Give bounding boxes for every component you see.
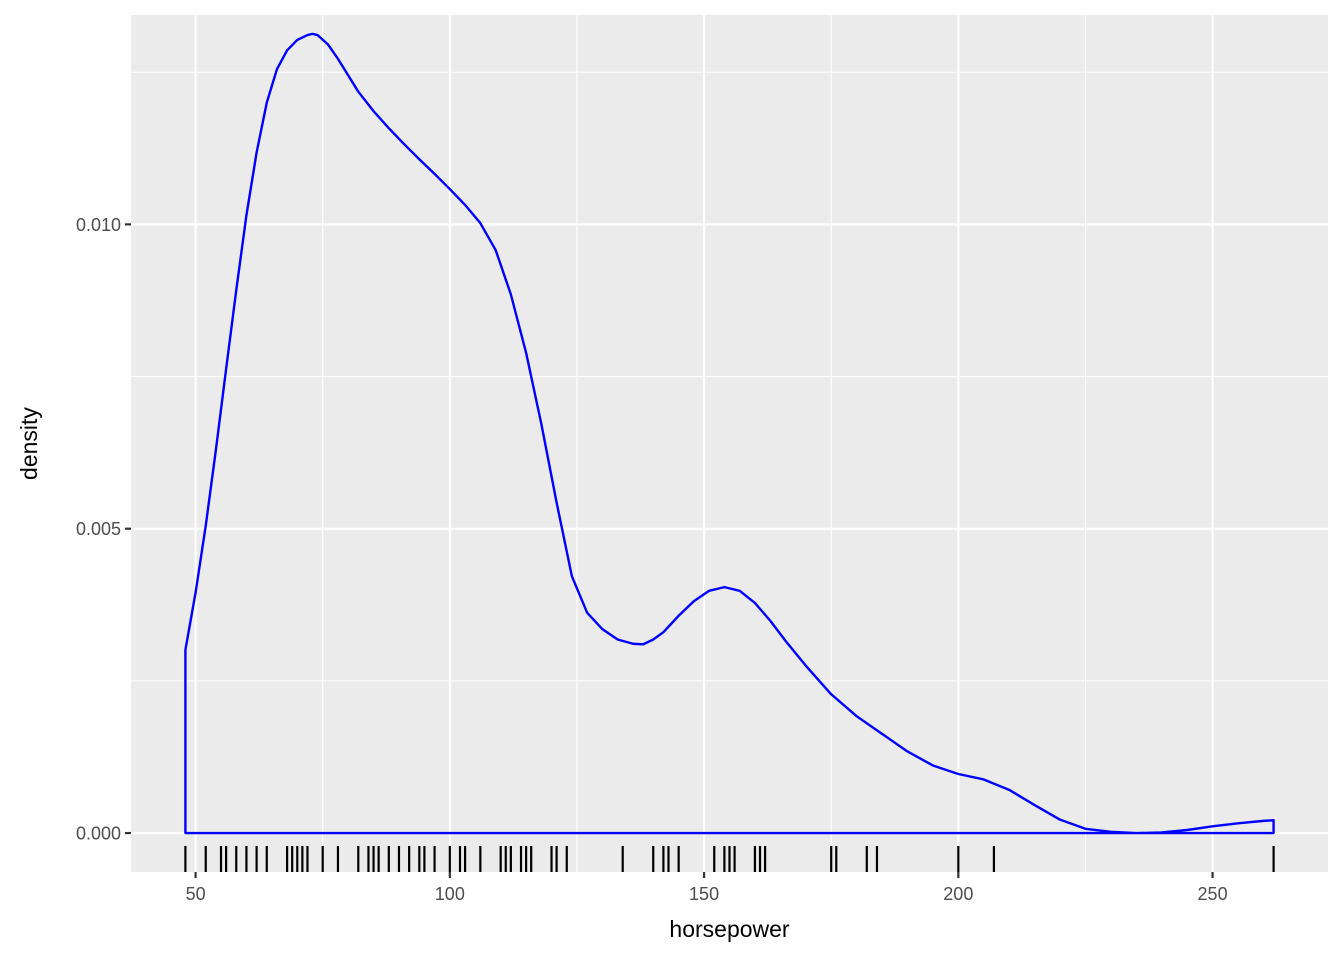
x-tick-label-0: 50 [186, 884, 206, 904]
x-axis-title: horsepower [669, 916, 790, 942]
density-line [184, 32, 1275, 835]
y-tick-label-2: 0.010 [76, 215, 121, 235]
y-tick-label-0: 0.000 [76, 824, 121, 844]
x-tick-label-4: 250 [1198, 884, 1228, 904]
x-tick-label-1: 100 [435, 884, 465, 904]
plot-panel [131, 15, 1328, 872]
y-axis-title: density [16, 407, 42, 480]
rug-marks [184, 846, 1275, 872]
x-tick-label-3: 200 [943, 884, 973, 904]
y-tick-label-1: 0.005 [76, 519, 121, 539]
x-tick-label-2: 150 [689, 884, 719, 904]
x-axis: 50 100 150 200 250 [186, 872, 1228, 904]
grid-minor [131, 15, 1328, 872]
y-axis: 0.000 0.005 0.010 [76, 215, 131, 844]
